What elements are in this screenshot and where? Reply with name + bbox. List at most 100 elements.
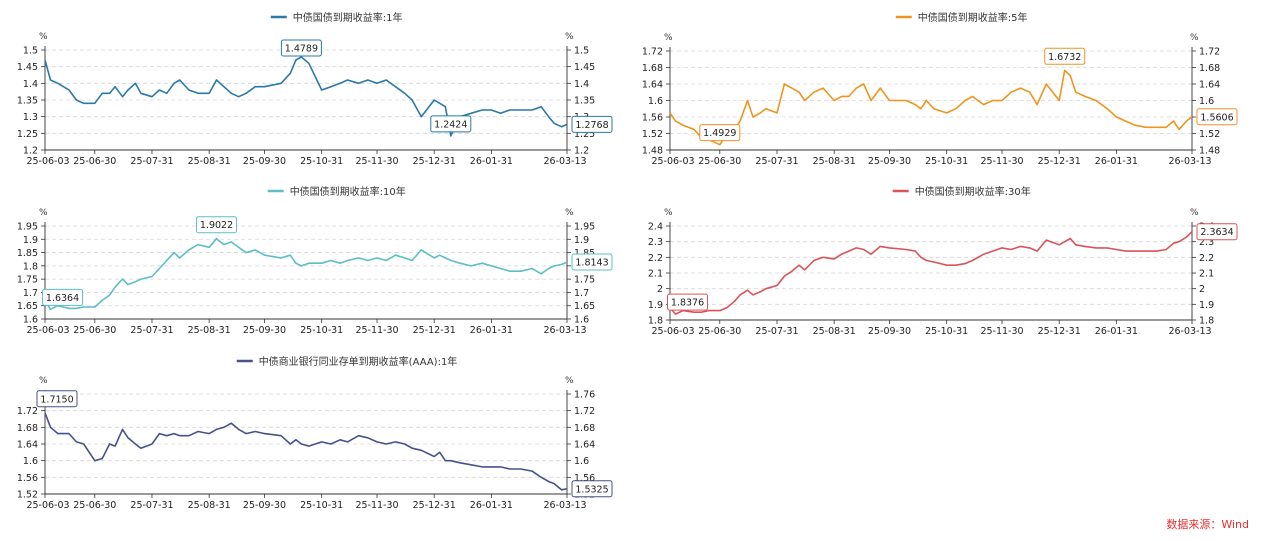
data-point <box>848 95 850 97</box>
data-point <box>245 92 247 94</box>
y-tick-label-left: 1.52 <box>17 490 38 501</box>
data-point <box>765 108 767 110</box>
data-point <box>1010 91 1012 93</box>
data-point <box>44 59 46 61</box>
data-point <box>1185 236 1187 238</box>
x-tick-label: 25-07-31 <box>755 326 798 337</box>
data-point <box>540 273 542 275</box>
data-point <box>121 428 123 430</box>
data-point <box>855 87 857 89</box>
data-point <box>289 72 291 74</box>
data-point <box>1124 120 1126 122</box>
data-point <box>481 262 483 264</box>
data-point <box>83 443 85 445</box>
data-point <box>1172 242 1174 244</box>
data-point <box>433 455 435 457</box>
data-point <box>339 82 341 84</box>
data-point <box>822 256 824 258</box>
data-point <box>394 254 396 256</box>
data-point <box>411 99 413 101</box>
x-tick-label: 25-06-30 <box>73 325 116 336</box>
data-point <box>1058 99 1060 101</box>
left-unit-label: % <box>664 33 673 43</box>
y-tick-label-left: 2.3 <box>648 237 663 248</box>
data-point <box>134 82 136 84</box>
data-point <box>733 300 735 302</box>
data-point <box>376 441 378 443</box>
y-tick-label-right: 1.25 <box>574 129 595 140</box>
y-tick-label-left: 1.68 <box>17 423 38 434</box>
data-point <box>166 259 168 261</box>
data-point <box>83 102 85 104</box>
data-point <box>553 265 555 267</box>
x-tick-label: 25-12-31 <box>413 325 456 336</box>
x-tick-label: 25-11-30 <box>980 326 1023 337</box>
data-point <box>357 257 359 259</box>
data-point <box>1185 120 1187 122</box>
data-point <box>566 123 568 125</box>
y-tick-label-left: 1.75 <box>17 275 38 286</box>
data-point <box>674 120 676 122</box>
data-point <box>439 451 441 453</box>
callout-label: 1.8143 <box>575 258 608 269</box>
x-tick-label: 25-06-30 <box>73 500 116 511</box>
y-tick-label-right: 1.64 <box>574 440 595 451</box>
chart-panel-2: 中债国债到期收益率:5年%%1.481.481.521.521.561.561.… <box>642 11 1238 167</box>
data-point <box>346 259 348 261</box>
y-tick-label-right: 1.72 <box>1199 47 1220 58</box>
callout-box <box>36 390 78 408</box>
data-point <box>509 109 511 111</box>
callout-label: 1.6364 <box>46 293 79 304</box>
y-tick-label-right: 1.35 <box>574 96 595 107</box>
callout-label: 1.2424 <box>434 119 467 130</box>
data-point <box>308 262 310 264</box>
data-point <box>121 95 123 97</box>
x-tick-label: 25-06-03 <box>26 325 69 336</box>
callout-box <box>571 253 613 271</box>
data-point <box>982 253 984 255</box>
y-tick-label-left: 1.8 <box>648 316 663 327</box>
chart-title: 中债国债到期收益率:30年 <box>915 185 1031 198</box>
y-tick-label-left: 1.25 <box>17 129 38 140</box>
data-point <box>439 254 441 256</box>
y-tick-label-left: 1.52 <box>642 129 663 140</box>
chart-panel-4: 中债国债到期收益率:30年% % 1.8 1.8 1.9 1.9 2 2 2.1 2.1 2.2 2.… <box>648 185 1238 337</box>
data-point <box>68 89 70 91</box>
data-point <box>83 306 85 308</box>
data-point <box>263 85 265 87</box>
data-point <box>1191 116 1193 118</box>
y-tick-label-right: 1.68 <box>1199 63 1220 74</box>
data-point <box>905 248 907 250</box>
data-point <box>394 85 396 87</box>
data-point <box>151 275 153 277</box>
data-point <box>403 257 405 259</box>
data-point <box>560 489 562 491</box>
data-point <box>531 109 533 111</box>
data-point <box>1019 245 1021 247</box>
callout-box <box>280 39 322 57</box>
data-point <box>553 482 555 484</box>
callout-label: 1.8376 <box>671 298 704 309</box>
data-point <box>376 257 378 259</box>
data-point <box>992 250 994 252</box>
x-tick-label: 25-09-30 <box>243 156 286 167</box>
data-point <box>1191 231 1193 233</box>
y-tick-label-left: 1.6 <box>648 96 663 107</box>
data-point <box>134 443 136 445</box>
data-point <box>798 91 800 93</box>
data-point <box>385 259 387 261</box>
data-point <box>693 311 695 313</box>
right-unit-label: % <box>565 32 574 42</box>
data-point <box>992 99 994 101</box>
y-tick-label-right: 1.4 <box>574 79 589 90</box>
data-point <box>166 434 168 436</box>
x-tick-label: 25-08-31 <box>188 325 231 336</box>
y-tick-label-left: 1.9 <box>23 235 38 246</box>
callout-label: 1.5606 <box>1200 112 1233 123</box>
data-point <box>719 309 721 311</box>
data-point <box>420 449 422 451</box>
data-point <box>540 105 542 107</box>
x-tick-label: 25-10-31 <box>300 500 343 511</box>
data-point <box>49 426 51 428</box>
x-tick-label: 26-01-31 <box>470 325 513 336</box>
